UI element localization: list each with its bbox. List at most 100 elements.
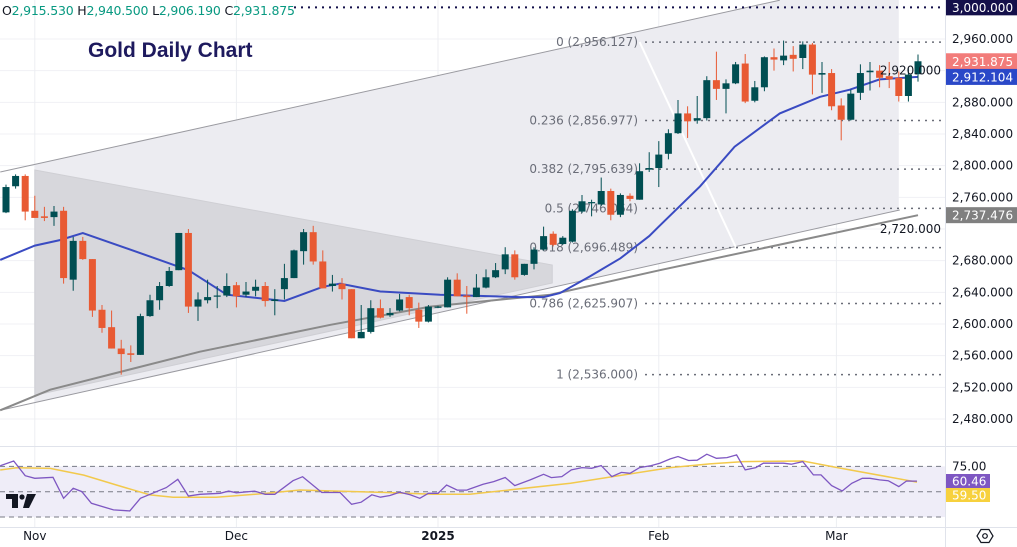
candle-up	[357, 331, 365, 339]
candle-up	[12, 175, 20, 187]
candle-up	[300, 232, 308, 252]
candle-down	[21, 175, 29, 212]
candle-up	[146, 300, 154, 317]
price-axis-label: 2,640.000	[952, 285, 1013, 299]
fib-level-label: 1 (2,536.000)	[556, 368, 638, 382]
candle-down	[741, 63, 749, 102]
candle-up	[501, 254, 509, 270]
candle-up	[156, 286, 164, 301]
candle-up	[472, 287, 480, 298]
candle-up	[664, 133, 672, 154]
candle-down	[511, 254, 519, 278]
candle-up	[760, 57, 768, 88]
high-value: 2,940.500	[86, 3, 149, 18]
candle-down	[549, 233, 557, 245]
candle-down	[98, 309, 106, 328]
price-axis-label: 2,960.000	[952, 32, 1013, 46]
price-axis-label: 2,720.000	[880, 222, 941, 236]
candle-up	[847, 93, 855, 120]
candle-down	[79, 240, 87, 260]
candle-up	[242, 291, 250, 295]
settings-icon[interactable]	[976, 528, 994, 544]
candle-up	[732, 64, 740, 84]
candle-up	[2, 187, 10, 213]
rsi-signal-line	[0, 460, 918, 499]
fib-level-label: 0 (2,956.127)	[556, 35, 638, 49]
candle-up	[568, 210, 576, 242]
candle-up	[424, 306, 432, 322]
price-tag: 2,912.104	[952, 70, 1013, 84]
fib-level-label: 0.382 (2,795.639)	[529, 162, 638, 176]
rsi-tag: 59.50	[952, 489, 986, 503]
candle-up	[204, 297, 212, 301]
candle-up	[530, 249, 538, 264]
close-value: 2,931.875	[232, 3, 295, 18]
price-axis-label: 2,560.000	[952, 349, 1013, 363]
candle-down	[463, 295, 471, 298]
candle-up	[280, 278, 288, 290]
candle-up	[396, 299, 404, 311]
channel-lower-line	[0, 209, 900, 411]
time-axis-label: Mar	[825, 529, 848, 543]
candle-up	[328, 283, 336, 287]
price-axis-label: 2,920.000	[880, 64, 941, 78]
candle-down	[415, 309, 423, 322]
ma-fast-line	[0, 75, 919, 303]
candle-down	[108, 327, 116, 349]
candle-up	[434, 306, 442, 308]
candle-up	[597, 191, 605, 205]
candle-up	[50, 211, 58, 218]
candle-up	[540, 236, 548, 250]
candle-down	[60, 210, 68, 279]
rsi-tag-bg	[946, 488, 990, 502]
candle-up	[271, 299, 279, 302]
candle-up	[914, 61, 922, 75]
candle-up	[655, 154, 663, 169]
candle-down	[789, 54, 797, 59]
rsi-tag-bg	[946, 474, 990, 488]
low-label: L	[152, 3, 159, 18]
candle-down	[232, 285, 240, 297]
price-tag: 3,000.000	[952, 1, 1013, 15]
candle-up	[367, 308, 375, 332]
candle-up	[252, 286, 260, 291]
candle-up	[492, 270, 500, 278]
chart-title: Gold Daily Chart	[88, 39, 253, 62]
rsi-axis-label: 75.00	[952, 459, 986, 473]
candle-up	[645, 168, 653, 170]
candle-down	[626, 195, 634, 199]
time-axis-label: Nov	[23, 529, 46, 543]
candle-up	[904, 74, 912, 97]
price-axis-label: 2,480.000	[952, 412, 1013, 426]
candle-up	[290, 250, 298, 279]
price-axis-label: 2,840.000	[952, 127, 1013, 141]
candle-down	[376, 308, 384, 318]
channel-upper-line	[0, 0, 780, 173]
price-tag-bg	[946, 68, 1017, 85]
candle-up	[520, 263, 528, 275]
candle-up	[444, 279, 452, 308]
rsi-line	[0, 453, 918, 512]
tradingview-logo[interactable]	[6, 494, 36, 508]
candle-down	[117, 348, 125, 355]
candle-down	[31, 210, 39, 218]
candle-down	[309, 232, 317, 262]
candle-down	[40, 216, 48, 218]
candles	[2, 40, 922, 375]
price-axis-label: 2,520.000	[952, 380, 1013, 394]
candle-up	[674, 113, 682, 134]
price-tag-bg	[946, 207, 1017, 224]
candle-up	[223, 286, 231, 296]
candle-down	[808, 44, 816, 75]
candle-down	[261, 286, 269, 302]
candle-up	[818, 73, 826, 75]
rsi-panel[interactable]	[0, 453, 945, 518]
candle-up	[69, 240, 77, 280]
price-axis-label: 2,680.000	[952, 254, 1013, 268]
candle-up	[799, 44, 807, 59]
fib-level-label: 0.236 (2,856.977)	[529, 114, 638, 128]
price-axis-label: 2,600.000	[952, 317, 1013, 331]
candle-down	[885, 76, 893, 80]
